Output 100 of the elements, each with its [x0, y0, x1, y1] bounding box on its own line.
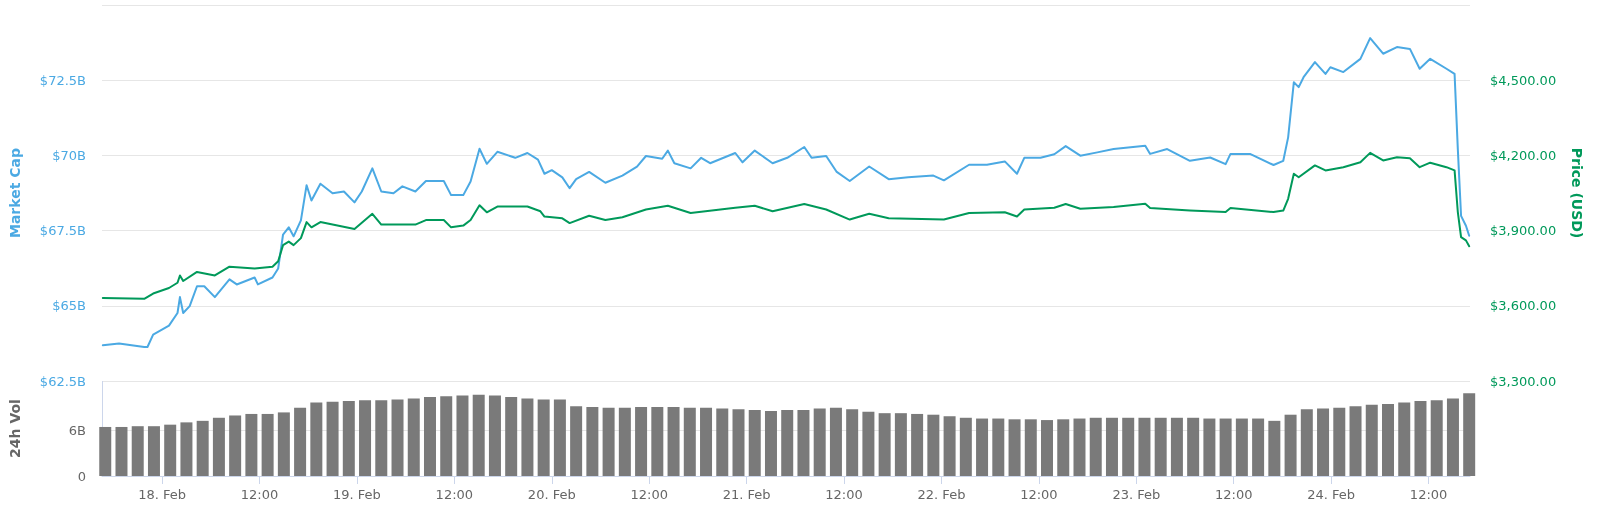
bar	[1008, 419, 1021, 476]
bar	[1300, 409, 1313, 476]
bar	[131, 426, 144, 476]
bar	[342, 400, 355, 476]
bar	[1041, 420, 1054, 476]
bar	[781, 410, 794, 476]
bar	[1105, 417, 1118, 476]
bar	[1463, 393, 1476, 476]
x-tick-label: 12:00	[825, 487, 863, 502]
bar	[505, 397, 518, 476]
x-tick-label: 12:00	[1020, 487, 1058, 502]
y-tick-label: 6B	[68, 422, 86, 438]
bar	[277, 412, 290, 476]
y-tick-label: 0	[77, 468, 86, 484]
bar	[391, 399, 404, 476]
bar	[651, 407, 664, 476]
y-tick-label: $67.5B	[39, 223, 86, 239]
x-tick-label: 21. Feb	[722, 487, 771, 502]
bar	[1024, 419, 1037, 476]
x-tick-label: 18. Feb	[138, 487, 186, 502]
y2-axis-title: Price (USD)	[1569, 147, 1585, 239]
bar	[943, 416, 956, 476]
bar	[196, 420, 209, 476]
bar	[261, 413, 274, 476]
bar	[732, 409, 745, 476]
bar	[537, 399, 550, 476]
bar	[310, 402, 323, 476]
x-tick-label: 12:00	[1215, 487, 1253, 502]
x-tick-label: 22. Feb	[917, 487, 966, 502]
bar	[521, 398, 534, 476]
bar	[440, 396, 453, 476]
bar	[683, 407, 696, 476]
bar	[976, 418, 989, 476]
bar	[1187, 417, 1200, 476]
bar	[1333, 407, 1346, 476]
bar	[1414, 400, 1427, 476]
bar	[1382, 403, 1394, 476]
bar	[586, 407, 599, 476]
bar	[1057, 419, 1070, 476]
bar	[456, 395, 469, 476]
bar	[488, 395, 501, 476]
bar	[911, 413, 924, 476]
bar	[764, 410, 777, 476]
y-axis-title: Market Cap	[7, 147, 23, 239]
bar	[829, 407, 842, 476]
bar	[618, 407, 631, 476]
x-tick-label: 12:00	[630, 487, 668, 502]
y-tick-label: $62.5B	[39, 373, 86, 389]
bar	[813, 408, 826, 476]
x-tick-label: 12:00	[435, 487, 474, 502]
x-tick-label: 24. Feb	[1307, 487, 1356, 502]
bar	[115, 426, 128, 476]
bar	[99, 426, 112, 476]
y2-tick-label: $3,300.00	[1490, 373, 1557, 389]
bar	[1073, 418, 1086, 476]
bar	[1138, 417, 1151, 476]
bar	[472, 394, 485, 476]
bar	[147, 426, 160, 476]
x-tick-label: 23. Feb	[1112, 487, 1161, 502]
bar	[245, 413, 258, 476]
bar	[1252, 418, 1265, 476]
bar	[164, 424, 177, 476]
y-tick-label: $72.5B	[39, 72, 86, 88]
y2-tick-label: $3,900.00	[1490, 223, 1557, 239]
bar	[553, 399, 566, 476]
bar	[894, 413, 907, 476]
x-tick-label: 20. Feb	[527, 487, 576, 502]
bar	[1349, 406, 1362, 476]
bar	[1089, 417, 1102, 476]
bar	[1430, 400, 1443, 476]
y-axis-title: 24h Vol	[7, 399, 23, 458]
bar	[570, 406, 583, 476]
y-tick-label: $65B	[52, 298, 86, 314]
bar	[862, 411, 875, 476]
bar	[927, 414, 940, 476]
bar	[294, 407, 307, 476]
y2-tick-label: $4,200.00	[1490, 147, 1557, 163]
y2-tick-label: $3,600.00	[1490, 298, 1557, 314]
bar	[1317, 408, 1330, 476]
bar	[1203, 418, 1216, 476]
bar	[326, 401, 339, 476]
y2-tick-label: $4,500.00	[1490, 72, 1557, 88]
bar	[797, 410, 810, 476]
bar	[846, 409, 859, 476]
x-tick-label: 19. Feb	[333, 487, 381, 502]
bar	[359, 400, 372, 476]
bar	[375, 400, 388, 476]
bar	[1154, 417, 1167, 476]
bar	[407, 398, 420, 476]
bar	[424, 397, 436, 476]
bar	[602, 407, 615, 476]
bar	[716, 408, 729, 476]
bar	[878, 413, 891, 476]
bar	[1446, 398, 1459, 476]
x-tick-label: 12:00	[240, 487, 279, 502]
bar	[667, 407, 680, 476]
bar	[1398, 402, 1411, 476]
y-tick-label: $70B	[52, 147, 86, 163]
bar	[635, 407, 648, 476]
bar	[1122, 417, 1135, 476]
